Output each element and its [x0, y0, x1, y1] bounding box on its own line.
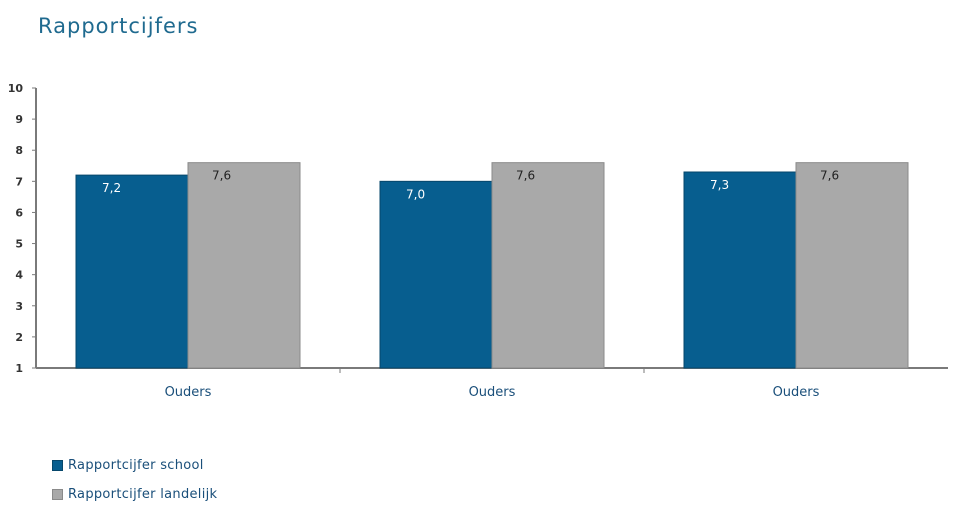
category-label: Ouders	[773, 385, 820, 400]
y-tick-label: 7	[15, 175, 23, 188]
y-tick-label: 6	[15, 206, 23, 219]
y-tick-label: 4	[15, 269, 23, 282]
data-label-landelijk: 7,6	[212, 169, 231, 183]
bar-school	[380, 181, 492, 368]
data-label-school: 7,3	[710, 178, 729, 192]
category-label: Ouders	[469, 385, 516, 400]
y-tick-label: 8	[15, 144, 23, 157]
bar-landelijk	[188, 163, 300, 368]
y-tick-label: 1	[15, 362, 23, 375]
legend-item-landelijk: Rapportcijfer landelijk	[52, 485, 217, 503]
legend-swatch-school	[52, 460, 63, 471]
data-label-landelijk: 7,6	[820, 169, 839, 183]
bar-school	[76, 175, 188, 368]
y-tick-label: 10	[8, 82, 24, 95]
category-label: Ouders	[165, 385, 212, 400]
bar-landelijk	[796, 163, 908, 368]
bar-chart: 1 2 3 4 5 6 7 8 9 10 7,2 7,6 Ouders 7,0 7,6 Ouders 7,3 7,…	[0, 0, 969, 430]
bar-school	[684, 172, 796, 368]
data-label-school: 7,2	[102, 181, 121, 195]
y-tick-label: 5	[15, 238, 23, 251]
y-tick-label: 9	[15, 113, 23, 126]
data-label-school: 7,0	[406, 187, 425, 201]
y-tick-label: 3	[15, 300, 23, 313]
legend-swatch-landelijk	[52, 489, 63, 500]
data-label-landelijk: 7,6	[516, 169, 535, 183]
y-tick-label: 2	[15, 331, 23, 344]
legend-item-school: Rapportcijfer school	[52, 456, 217, 474]
legend-label-landelijk: Rapportcijfer landelijk	[68, 487, 217, 502]
legend-label-school: Rapportcijfer school	[68, 458, 204, 473]
bar-landelijk	[492, 163, 604, 368]
chart-legend: Rapportcijfer school Rapportcijfer lande…	[52, 456, 217, 514]
